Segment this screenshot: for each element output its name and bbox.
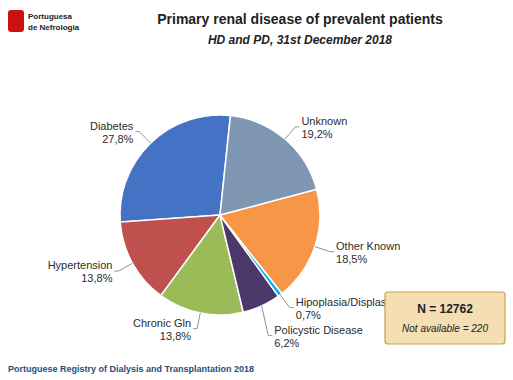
leader-line [315,247,334,252]
logo-text: Portuguesa [28,12,73,21]
annotation: N = 12762 [417,302,473,316]
leader-line [285,127,299,139]
data-label: 0,7% [296,309,321,321]
leader-line [135,132,150,144]
logo-text: de Nefrologia [28,23,80,32]
logo-mark [8,10,24,32]
data-label: 13,8% [81,272,112,284]
slice-label: Policystic Disease [274,324,363,336]
data-label: 19,2% [301,128,332,140]
leader-line [193,313,200,329]
data-label: 27,8% [102,133,133,145]
slice-label: Hipoplasia/Displasia [296,296,396,308]
slice-label: Unknown [301,115,347,127]
slice-label: Hypertension [48,259,113,271]
title: Primary renal disease of prevalent patie… [157,11,443,27]
data-label: 18,5% [336,253,367,265]
slice-label: Chronic Gln [133,317,191,329]
slice-label: Other Known [336,240,400,252]
footer: Portuguese Registry of Dialysis and Tran… [8,364,254,374]
chart: Primary renal disease of prevalent patie… [0,0,513,380]
slice-label: Diabetes [90,120,134,132]
info-box [385,292,505,344]
slice [120,115,230,222]
data-label: 6,2% [274,337,299,349]
subtitle: HD and PD, 31st December 2018 [208,33,392,47]
leader-line [280,295,294,308]
annotation: Not available = 220 [402,323,488,334]
data-label: 13,8% [160,330,191,342]
leader-line [262,306,273,336]
leader-line [114,263,132,271]
pie [120,115,320,315]
